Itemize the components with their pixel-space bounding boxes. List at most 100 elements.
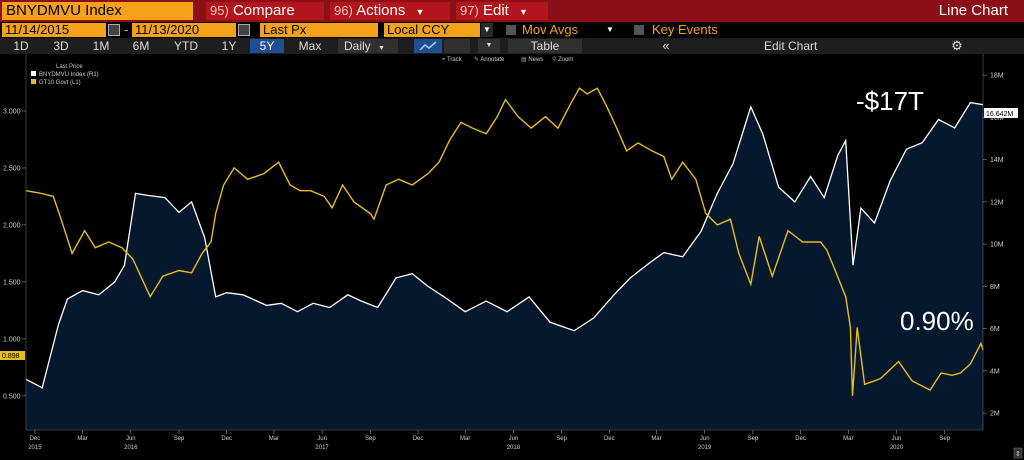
double-chevron-left-icon[interactable]: « [662,38,670,53]
chart-area-layer [25,101,984,430]
left-tick-label: 1.000 [3,336,21,343]
x-tick-label: Sep [748,436,759,442]
zoom-tool[interactable]: ⚲ Zoom [552,56,573,63]
mov-avgs-label: Mov Avgs [522,22,579,37]
price-field-select[interactable]: Last Px [260,23,378,37]
end-calendar-icon[interactable] [238,24,250,36]
period-3d[interactable]: 3D [53,39,69,53]
legend-item-bnydmvu: BNYDMVU Index (R1) [39,72,99,78]
left-tick-label: 2.500 [3,165,21,172]
right-tick-label: 16M [990,115,1004,122]
date-range-bar: 11/14/2015 - 11/13/2020 Last Px Local CC… [0,22,1024,38]
date-separator: - [124,22,129,37]
function-bar: BNYDMVU Index 95) Compare 96) Actions ▼ … [0,0,1024,22]
x-tick-label: Dec [604,436,615,442]
actions-number: 96) [334,3,353,18]
mov-avgs-checkbox[interactable] [506,25,516,35]
negative-debt-annotation: -$17T [856,86,924,116]
x-year-label: 2016 [124,445,138,451]
actions-caret-icon: ▼ [415,7,425,17]
scroll-handle[interactable]: ⇕ [1013,447,1023,459]
edit-chart-button[interactable]: Edit Chart [764,39,818,53]
gear-icon[interactable]: ⚙ [951,38,963,53]
x-year-label: 2015 [28,445,42,451]
period-1y[interactable]: 1Y [221,39,237,53]
x-year-label: 2018 [507,445,521,451]
annotate-tool[interactable]: ✎ Annotate [474,56,505,63]
line-chart[interactable]: 0.500 1.000 1.500 2.000 2.500 3.000 2M 4M 6M 8M 1… [0,54,1024,460]
period-6m[interactable]: 6M [132,39,150,53]
x-tick-label: Sep [556,436,567,442]
x-tick-label: Mar [77,436,87,442]
right-axis-ticks: 2M 4M 6M 8M 10M 12M 14M 16M 18M [983,73,1004,418]
x-tick-label: Mar [651,436,661,442]
key-events-checkbox[interactable] [634,25,644,35]
x-tick-label: Jun [317,436,327,442]
negative-debt-area [26,102,983,430]
compare-menu[interactable]: 95) Compare [206,2,324,20]
x-tick-label: Dec [413,436,424,442]
x-axis-ticks: Dec Mar Jun Sep Dec Mar Jun Sep Dec Mar Jun Sep Dec M… [28,430,951,451]
x-tick-label: Jun [126,436,136,442]
x-year-label: 2017 [315,445,329,451]
period-5y[interactable]: 5Y [250,39,284,53]
compare-label: Compare [232,2,295,19]
x-tick-label: Sep [174,436,185,442]
current-value-tag-right: 16.642M [984,108,1018,118]
current-value-tag-left: 0.898 [0,351,25,360]
x-tick-label: Mar [843,436,853,442]
chart-tools: ⌖ Track ✎ Annotate ▤ News ⚲ Zoom [442,56,573,63]
chart-style-button[interactable] [444,39,470,53]
compare-number: 95) [210,3,229,18]
mov-avgs-dropdown-icon[interactable]: ▼ [604,23,616,37]
end-date-field[interactable]: 11/13/2020 [132,23,236,37]
edit-menu[interactable]: 97) Edit ▼ [456,2,548,20]
right-tick-label: 6M [990,326,1000,333]
x-tick-label: Dec [795,436,806,442]
legend-swatch-bnydmvu [31,71,36,76]
actions-label: Actions [356,2,406,19]
current-value-right: 16.642M [986,111,1013,118]
start-date-field[interactable]: 11/14/2015 [2,23,106,37]
x-tick-label: Jun [892,436,902,442]
period-max[interactable]: Max [298,39,322,53]
scroll-handle-icon: ⇕ [1015,450,1021,458]
start-calendar-icon[interactable] [108,24,120,36]
period-ytd[interactable]: YTD [174,39,198,53]
legend-swatch-gt10 [31,79,36,84]
right-tick-label: 2M [990,411,1000,418]
edit-label: Edit [482,2,509,19]
left-axis-ticks: 0.500 1.000 1.500 2.000 2.500 3.000 [3,108,26,400]
legend-box [28,62,112,88]
period-toolbar: 1D 3D 1M 6M YTD 1Y 5Y Max Daily ▼ ▼ Tabl… [0,38,1024,54]
period-1d[interactable]: 1D [13,39,29,53]
right-tick-label: 18M [990,73,1004,80]
right-tick-label: 14M [990,157,1004,164]
x-tick-label: Jun [509,436,519,442]
right-tick-label: 10M [990,242,1004,249]
chart-type-dropdown[interactable]: ▼ [478,39,500,53]
right-tick-label: 8M [990,284,1000,291]
right-tick-label: 4M [990,368,1000,375]
yield-annotation: 0.90% [900,306,974,336]
x-tick-label: Mar [460,436,470,442]
x-year-label: 2019 [698,445,712,451]
negative-debt-line [25,101,984,389]
gt10-yield-line [25,87,984,396]
x-tick-label: Sep [365,436,376,442]
currency-select[interactable]: Local CCY [384,23,480,37]
actions-menu[interactable]: 96) Actions ▼ [330,2,450,20]
x-tick-label: Jun [700,436,710,442]
legend-item-gt10: GT10 Govt (L1) [39,80,81,86]
security-ticker-field[interactable]: BNYDMVU Index [2,2,193,20]
x-tick-label: Mar [269,436,279,442]
track-tool[interactable]: ⌖ Track [442,57,463,63]
left-tick-label: 1.500 [3,279,21,286]
x-tick-label: Dec [30,436,41,442]
line-chart-type-button[interactable] [414,39,442,53]
period-1m[interactable]: 1M [92,39,110,53]
frequency-select[interactable]: Daily ▼ [338,39,398,53]
currency-dropdown-icon[interactable]: ▼ [481,23,493,37]
table-button[interactable]: Table [508,39,582,53]
news-tool[interactable]: ▤ News [521,57,543,63]
